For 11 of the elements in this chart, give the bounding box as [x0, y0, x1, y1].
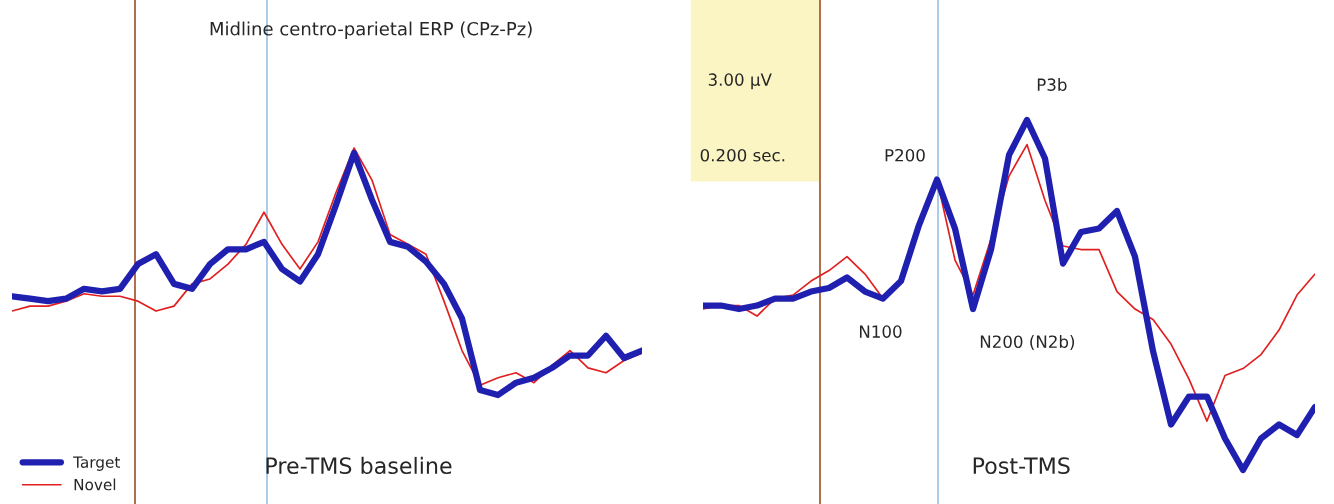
annotation: P200: [885, 148, 925, 162]
text: P3b: [1037, 78, 1067, 91]
annotation: N100: [859, 325, 902, 338]
legend-label: Novel: [74, 478, 116, 491]
text: 3.00 µV: [708, 73, 772, 90]
text: Pre-TMS baseline: [266, 456, 452, 475]
annotation: 0.200 sec.: [700, 148, 785, 162]
chart-title: Midline centro-parietal ERP (CPz-Pz): [210, 21, 532, 40]
legend-label: Target: [73, 456, 121, 471]
annotation: N200 (N2b): [980, 335, 1075, 350]
annotation: Post-TMS: [973, 457, 1070, 475]
